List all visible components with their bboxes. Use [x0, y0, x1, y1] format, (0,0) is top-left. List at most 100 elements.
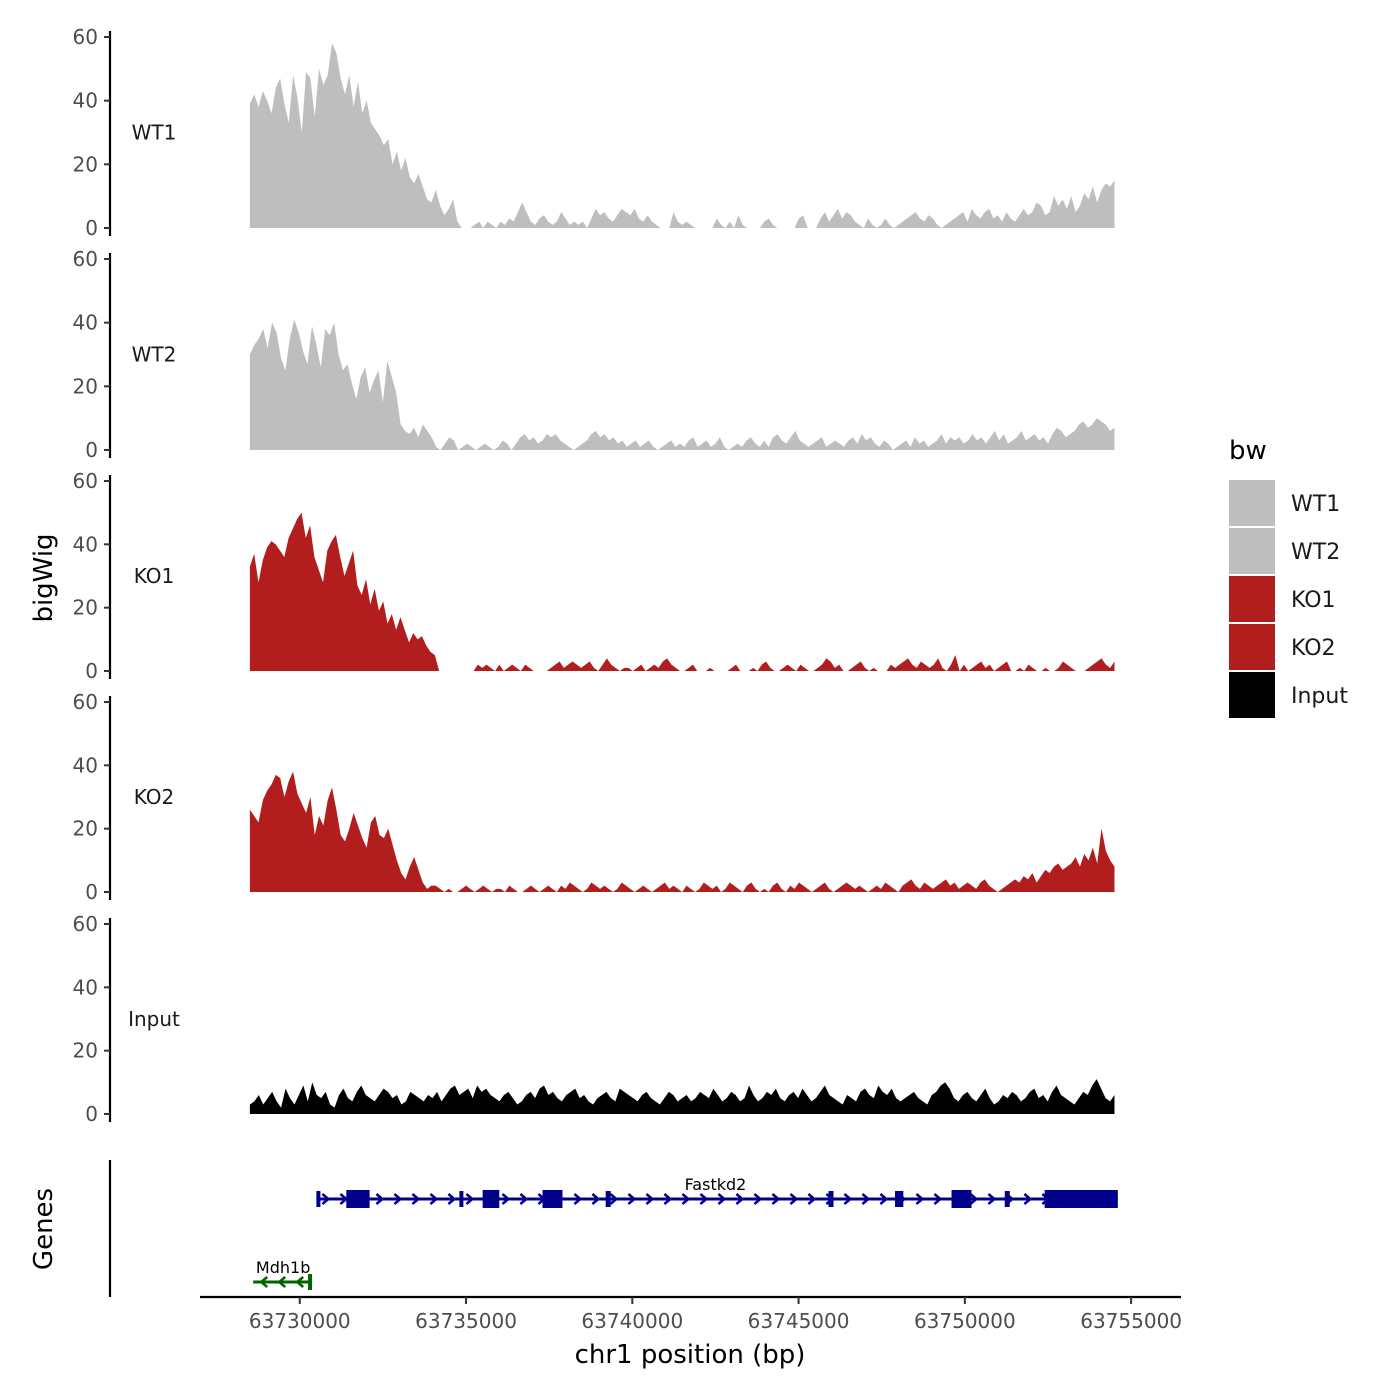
gene-mdh1b: Mdh1b [253, 1258, 313, 1290]
x-tick-label: 63735000 [415, 1309, 517, 1333]
genes-panel: Fastkd2 Mdh1b [108, 1160, 1118, 1297]
track-ko2: 0 20 40 60 KO2 [73, 690, 1115, 904]
y-tick-label: 20 [73, 152, 98, 176]
legend-label: Input [1291, 684, 1348, 709]
gene-fastkd2: Fastkd2 [316, 1175, 1118, 1208]
legend-item-ko1: KO1 [1229, 576, 1336, 622]
signal-area-wt1 [249, 43, 1115, 229]
strand-arrow [789, 1193, 799, 1205]
legend-label: WT1 [1291, 492, 1340, 517]
y-tick-label: 20 [73, 817, 98, 841]
strand-arrow [843, 1193, 853, 1205]
signal-area-ko2 [249, 771, 1115, 892]
y-tick-label: 60 [73, 912, 98, 936]
y-tick-label: 0 [85, 880, 98, 904]
strand-arrow [753, 1193, 763, 1205]
gene-label: Fastkd2 [685, 1175, 747, 1194]
genes-panel-title: Genes [29, 1188, 59, 1270]
track-input: 0 20 40 60 Input [73, 912, 1115, 1126]
tracks-layer: 0 20 40 60 WT1 0 20 40 60 WT2 0 20 40 60 KO1 0 20 40 60 KO2… [73, 25, 1115, 1126]
strand-arrow [447, 1193, 457, 1205]
track-label: KO1 [134, 564, 175, 588]
track-ko1: 0 20 40 60 KO1 [73, 469, 1115, 683]
y-tick-label: 0 [85, 659, 98, 683]
strand-arrow [429, 1193, 439, 1205]
legend-swatch [1229, 528, 1275, 574]
strand-arrow [681, 1193, 691, 1205]
exon [1004, 1191, 1010, 1207]
strand-arrow [987, 1193, 997, 1205]
y-tick-label: 0 [85, 216, 98, 240]
strand-arrow [663, 1193, 673, 1205]
legend-title: bw [1229, 436, 1267, 466]
strand-arrow [295, 1276, 305, 1288]
exon [1044, 1190, 1118, 1208]
strand-arrow [501, 1193, 511, 1205]
y-tick-label: 40 [73, 89, 98, 113]
y-tick-label: 40 [73, 311, 98, 335]
exon [316, 1191, 321, 1207]
y-tick-label: 60 [73, 690, 98, 714]
strand-arrow [277, 1276, 287, 1288]
track-label: WT1 [132, 121, 177, 145]
strand-arrow [879, 1193, 889, 1205]
x-tick-label: 63745000 [748, 1309, 850, 1333]
signal-area-input [249, 1079, 1115, 1114]
x-tick-label: 63740000 [581, 1309, 683, 1333]
track-label: WT2 [132, 343, 177, 367]
strand-arrow [735, 1193, 745, 1205]
legend-label: KO1 [1291, 588, 1336, 613]
exon [346, 1190, 370, 1208]
y-axis-title: bigWig [29, 533, 59, 622]
strand-arrow [393, 1193, 403, 1205]
exon [308, 1274, 313, 1290]
signal-area-wt2 [249, 319, 1115, 450]
y-tick-label: 40 [73, 753, 98, 777]
strand-arrow [717, 1193, 727, 1205]
strand-arrow [519, 1193, 529, 1205]
strand-arrow [465, 1193, 475, 1205]
y-tick-label: 0 [85, 438, 98, 462]
strand-arrow [411, 1193, 421, 1205]
strand-arrow [933, 1193, 943, 1205]
strand-arrow [699, 1193, 709, 1205]
exon [605, 1191, 611, 1207]
y-tick-label: 60 [73, 469, 98, 493]
y-tick-label: 40 [73, 975, 98, 999]
track-label: Input [128, 1007, 180, 1031]
legend-item-wt1: WT1 [1229, 480, 1340, 526]
strand-arrow [915, 1193, 925, 1205]
y-tick-label: 60 [73, 247, 98, 271]
strand-arrow [609, 1193, 619, 1205]
legend: bw WT1 WT2 KO1 KO2 Input [1229, 436, 1348, 718]
strand-arrow [321, 1193, 331, 1205]
track-label: KO2 [134, 785, 175, 809]
y-tick-label: 20 [73, 596, 98, 620]
legend-label: KO2 [1291, 636, 1336, 661]
x-tick-label: 63730000 [249, 1309, 351, 1333]
strand-arrow [861, 1193, 871, 1205]
strand-arrow [573, 1193, 583, 1205]
x-axis-title: chr1 position (bp) [575, 1340, 806, 1370]
strand-arrow [591, 1193, 601, 1205]
exon [542, 1190, 563, 1208]
strand-arrow [771, 1193, 781, 1205]
legend-item-ko2: KO2 [1229, 624, 1336, 670]
exon [482, 1190, 500, 1208]
x-axis: 63730000 63735000 63740000 63745000 63750000… [200, 1295, 1182, 1333]
strand-arrow [1023, 1193, 1033, 1205]
strand-arrow [259, 1276, 269, 1288]
strand-arrow [807, 1193, 817, 1205]
x-tick-label: 63755000 [1080, 1309, 1182, 1333]
exon [951, 1190, 972, 1208]
y-tick-label: 20 [73, 374, 98, 398]
strand-arrow [645, 1193, 655, 1205]
y-tick-label: 20 [73, 1039, 98, 1063]
legend-swatch [1229, 624, 1275, 670]
legend-item-input: Input [1229, 672, 1348, 718]
strand-arrow [627, 1193, 637, 1205]
exon [828, 1191, 834, 1207]
legend-label: WT2 [1291, 540, 1340, 565]
x-tick-label: 63750000 [914, 1309, 1016, 1333]
